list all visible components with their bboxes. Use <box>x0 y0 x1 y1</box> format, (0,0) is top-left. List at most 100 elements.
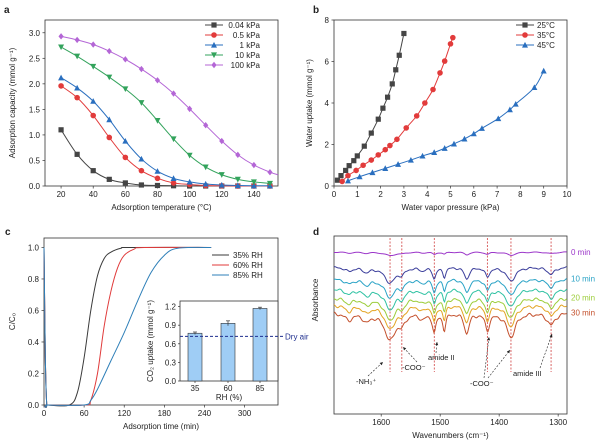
data-point <box>470 130 477 137</box>
data-point <box>138 100 145 106</box>
annotation-arrow-line <box>483 336 490 379</box>
data-point <box>382 146 389 153</box>
x-axis-label: Water vapor pressure (kPa) <box>402 203 500 212</box>
data-point <box>361 143 367 149</box>
y-tick-label: 0.0 <box>29 182 41 191</box>
x-tick-label: 2 <box>378 190 383 199</box>
data-point <box>202 180 209 187</box>
x-tick-label: 5 <box>448 190 453 199</box>
data-point <box>186 178 193 185</box>
arrow-head-icon <box>379 362 383 366</box>
x-tick-label: 20 <box>57 190 66 199</box>
data-point <box>234 176 241 183</box>
inset-bar <box>220 323 236 382</box>
data-point <box>170 175 177 181</box>
annotation-arrow-line <box>539 333 553 369</box>
data-point <box>407 156 414 163</box>
data-point <box>389 81 395 87</box>
spectrum-line-5 <box>333 304 567 329</box>
data-point <box>403 125 410 131</box>
data-point <box>106 47 112 55</box>
data-point <box>187 105 193 113</box>
x-tick-label: 10 <box>563 190 572 199</box>
inset-x-tick-label: 85 <box>256 384 265 393</box>
data-point <box>122 86 129 93</box>
data-point <box>369 169 376 176</box>
data-point <box>266 180 273 187</box>
data-point <box>250 179 257 186</box>
y-tick-label: 8 <box>325 16 330 25</box>
x-axis-label: Adsorption temperature (°C) <box>111 203 211 212</box>
data-point <box>512 100 519 107</box>
data-point <box>58 33 64 40</box>
legend-marker <box>211 32 217 38</box>
data-point <box>154 168 161 174</box>
inset-bar <box>187 332 203 382</box>
data-point <box>422 100 428 106</box>
data-point <box>450 34 456 41</box>
data-point <box>106 116 113 123</box>
data-point <box>58 83 64 89</box>
data-point <box>106 74 113 81</box>
x-tick-label: 80 <box>153 190 162 199</box>
arrow-head-icon <box>549 334 553 338</box>
inset-y-tick-label: 0.0 <box>165 377 177 386</box>
data-point <box>431 149 438 155</box>
data-point <box>170 183 177 189</box>
data-point <box>375 116 381 122</box>
inset-x-tick-label: 35 <box>191 384 200 393</box>
y-tick-label: 2.0 <box>29 80 41 89</box>
chart-b: 0 1 2 3 4 5 6 7 8 9 10 0 2 4 6 8 Water vapor pressure (k… <box>305 16 572 212</box>
legend-label: 85% RH <box>233 271 263 280</box>
data-point <box>58 74 65 81</box>
y-tick-label: 0.2 <box>28 369 40 378</box>
data-point <box>353 167 359 174</box>
legend-marker <box>522 32 528 38</box>
y-axis-label: Adsorption capacity (mmol g⁻¹) <box>8 47 17 158</box>
legend-label: 10 kPa <box>235 51 260 60</box>
series-3 <box>58 44 273 187</box>
inset-x-tick-label: 60 <box>224 384 233 393</box>
spectrum-label: 30 min <box>571 309 595 318</box>
y-tick-label: 0.5 <box>29 156 41 165</box>
data-point <box>447 41 454 47</box>
data-point <box>368 130 374 136</box>
x-tick-label: 9 <box>541 190 546 199</box>
data-point <box>267 169 273 176</box>
data-point <box>74 151 80 157</box>
data-point <box>375 152 382 158</box>
data-point <box>106 134 113 141</box>
x-tick-label: 180 <box>158 409 172 418</box>
data-point <box>170 180 177 186</box>
data-point <box>138 167 145 174</box>
data-point <box>122 56 128 63</box>
arrow-head-icon <box>487 337 491 341</box>
data-point <box>461 135 468 142</box>
data-point <box>122 154 129 161</box>
inset-y-tick-label: 0.6 <box>165 340 177 349</box>
data-point <box>540 67 547 74</box>
annotation-coo-1: -COO⁻ <box>402 363 426 372</box>
chart-c-inset: 0.0 0.3 0.6 0.9 1.2 35 60 85 Dry air RH (%) CO₂ up… <box>146 300 309 402</box>
spectrum-line-4 <box>333 297 568 321</box>
data-point <box>413 113 420 119</box>
data-point <box>441 58 448 64</box>
data-point <box>401 30 407 37</box>
legend-label: 1 kPa <box>240 41 261 50</box>
data-point <box>338 173 344 179</box>
y-tick-label: 1.0 <box>28 243 40 252</box>
legend-label: 35°C <box>537 31 555 40</box>
x-tick-label: 4 <box>425 190 430 199</box>
x-tick-label: 240 <box>198 409 212 418</box>
data-point <box>419 152 426 159</box>
data-point <box>334 177 341 183</box>
y-axis-label: Absorbance <box>311 278 320 321</box>
spectrum-label: 20 min <box>571 294 595 303</box>
data-point <box>441 145 448 151</box>
series-line <box>341 37 454 182</box>
data-point <box>380 105 386 111</box>
x-tick-label: 60 <box>121 190 130 199</box>
data-point <box>154 182 161 189</box>
y-tick-label: 0.6 <box>28 306 40 315</box>
